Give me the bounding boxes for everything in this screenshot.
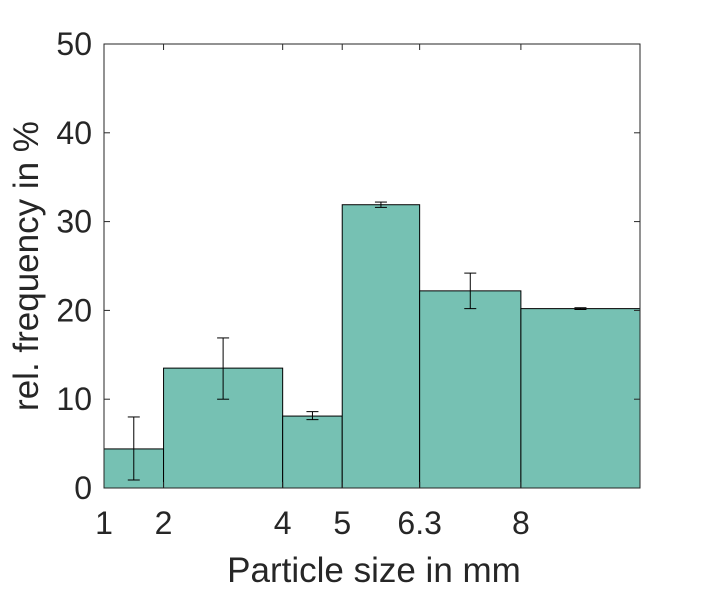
ticks-layer: [103, 43, 640, 489]
x-tick-label: 4: [274, 505, 292, 541]
bars-layer: [103, 204, 641, 489]
x-tick-label: 1: [95, 505, 113, 541]
error-bar: [574, 307, 587, 311]
error-bar: [374, 201, 387, 208]
histogram-bar: [419, 290, 522, 489]
y-tick-label: 20: [56, 292, 92, 328]
x-tick-label: 5: [333, 505, 351, 541]
histogram-bar: [520, 308, 641, 489]
error-bar: [306, 411, 319, 421]
error-bars-layer: [127, 201, 587, 481]
error-bar: [127, 416, 140, 481]
error-bar: [464, 272, 477, 310]
tick-labels-layer: 0 10 20 30 40 50 1 2 4 5 6.3 8: [56, 26, 529, 541]
x-tick-label: 8: [512, 505, 530, 541]
histogram-bar: [282, 415, 343, 489]
x-tick-label: 2: [155, 505, 173, 541]
x-axis-label: Particle size in mm: [227, 551, 521, 590]
y-tick-label: 0: [74, 470, 92, 506]
x-tick-label: 6.3: [397, 505, 441, 541]
y-tick-label: 30: [56, 204, 92, 240]
y-axis-label: rel. frequency in %: [7, 121, 46, 411]
histogram-bar: [341, 204, 421, 489]
y-tick-label: 50: [56, 26, 92, 62]
plot-frame: [103, 43, 641, 489]
error-bar: [217, 337, 230, 400]
y-tick-label: 10: [56, 381, 92, 417]
y-tick-label: 40: [56, 115, 92, 151]
